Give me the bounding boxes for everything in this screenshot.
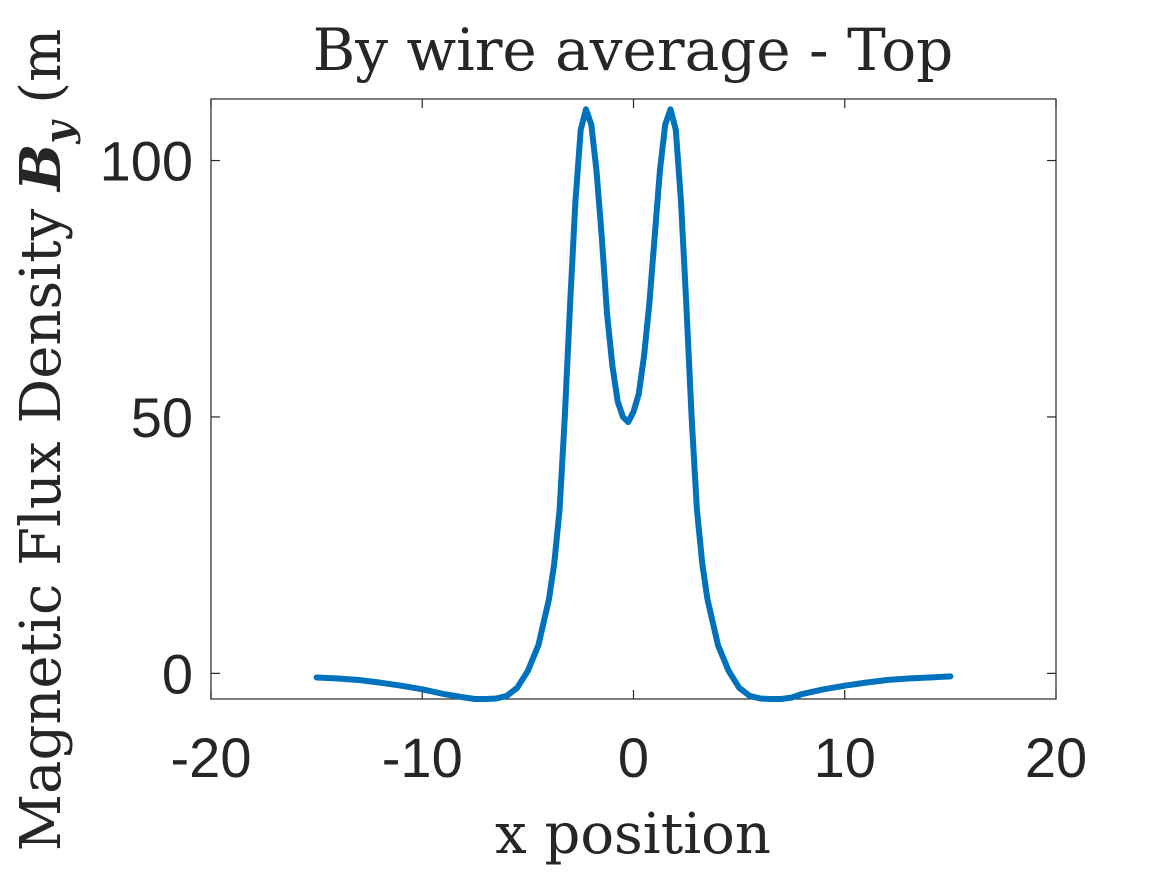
y-tick-label: 100 — [100, 130, 193, 193]
chart-title: By wire average - Top — [313, 16, 954, 84]
y-axis-label-symbol: B — [8, 144, 74, 193]
plot-area — [210, 98, 1057, 700]
axis-ticks — [210, 99, 1057, 699]
x-axis-label: x position — [495, 802, 771, 867]
tick-labels: -20 -10 0 10 20 0 50 100 — [100, 130, 1088, 789]
y-axis-label: Magnetic Flux Density By (m — [8, 29, 81, 851]
y-axis-label-text: Magnetic Flux Density — [9, 191, 74, 851]
x-tick-label: 10 — [814, 726, 876, 789]
y-tick-label: 50 — [131, 386, 193, 449]
x-tick-label: 20 — [1025, 726, 1087, 789]
y-axis-label-subscript: y — [36, 119, 81, 145]
x-tick-label: -20 — [171, 726, 252, 789]
data-series-line — [313, 106, 954, 702]
y-axis-label-unit: (m — [9, 29, 74, 122]
x-tick-label: 0 — [618, 726, 649, 789]
y-tick-label: 0 — [162, 642, 193, 705]
x-tick-label: -10 — [382, 726, 463, 789]
